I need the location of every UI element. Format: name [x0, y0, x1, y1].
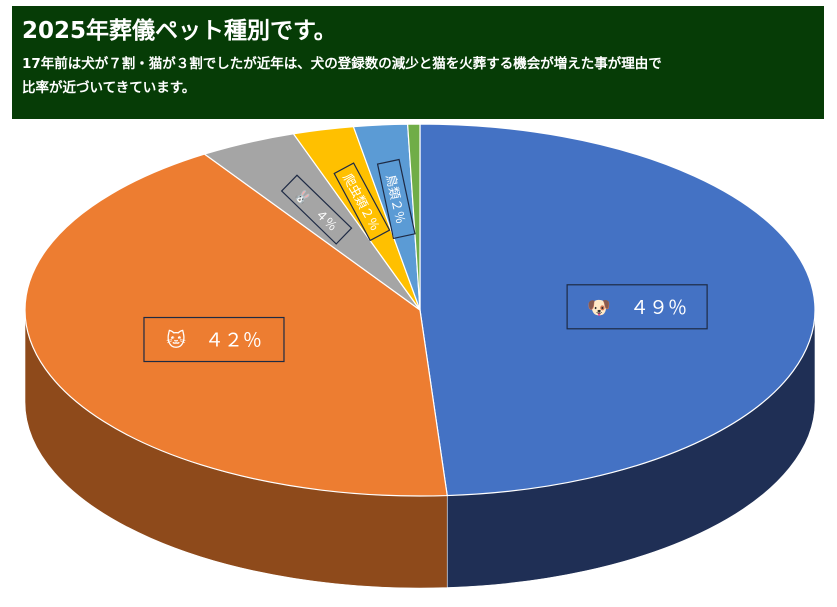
pie-slices	[24, 123, 816, 497]
pie-label-text-0: 🐶 ４９％	[587, 297, 687, 319]
pie-slice-0	[419, 123, 816, 497]
pie-label-1: 🐱 ４２％	[143, 316, 285, 363]
pie-label-text-1: 🐱 ４２％	[166, 330, 262, 352]
pie-slice-1	[24, 153, 448, 497]
pie-label-0: 🐶 ４９％	[566, 284, 708, 330]
pie-slice-5	[406, 123, 421, 311]
chart-title: 2025年葬儀ペット種別です。	[22, 18, 337, 44]
chart-subtitle: 17年前は犬が７割・猫が３割でしたが近年は、犬の登録数の減少と猫を火葬する機会が…	[22, 56, 662, 96]
chart-header: 2025年葬儀ペット種別です。 17年前は犬が７割・猫が３割でしたが近年は、犬の…	[12, 6, 824, 119]
